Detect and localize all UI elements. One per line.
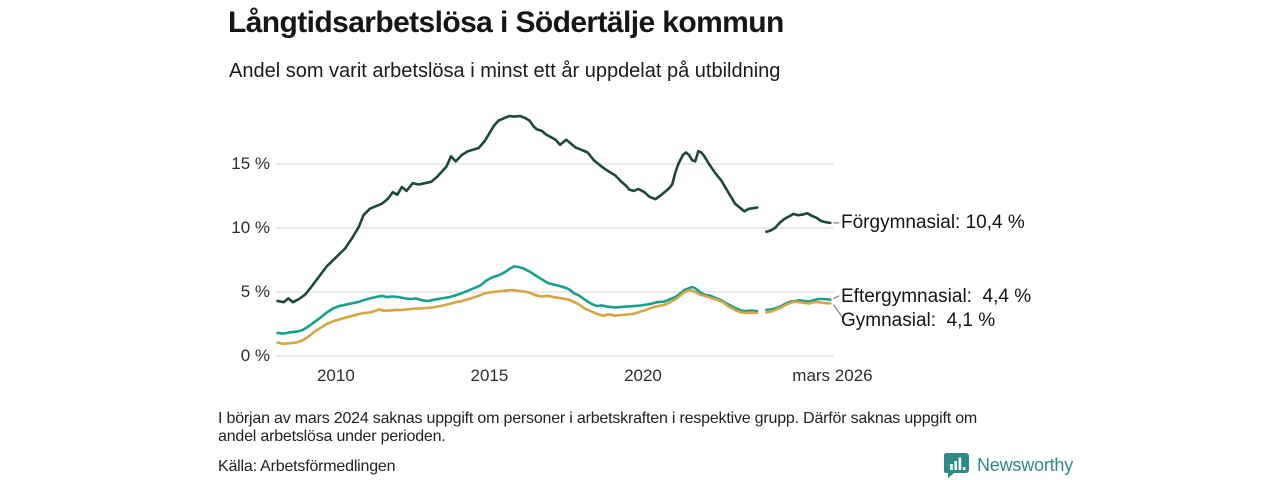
series-line-eftergymnasial-seg1 bbox=[276, 265, 759, 335]
page-subtitle: Andel som varit arbetslösa i minst ett å… bbox=[229, 60, 781, 82]
x-axis-tick-2015: 2015 bbox=[470, 366, 509, 385]
source-credit: Källa: Arbetsförmedlingen bbox=[218, 458, 396, 475]
page-title: Långtidsarbetslösa i Södertälje kommun bbox=[228, 6, 784, 39]
y-axis-tick-10: 10 % bbox=[231, 218, 270, 237]
newsworthy-bar-chart-icon bbox=[944, 453, 969, 478]
series-label-eftergymnasial: Eftergymnasial: 4,4 % bbox=[841, 285, 1032, 307]
series-line-forgymnasial-seg1 bbox=[276, 114, 759, 304]
y-axis-tick-5: 5 % bbox=[240, 282, 270, 301]
series-label-forgymnasial: Förgymnasial: 10,4 % bbox=[841, 211, 1025, 233]
series-line-eftergymnasial-seg2 bbox=[765, 297, 832, 312]
leader-line-eftergymnasial bbox=[833, 295, 840, 300]
series-line-gymnasial-seg1 bbox=[276, 288, 759, 346]
series-line-forgymnasial-seg2 bbox=[765, 212, 832, 234]
series-line-gymnasial-seg2 bbox=[765, 300, 832, 314]
footnote-line-1: I början av mars 2024 saknas uppgift om … bbox=[218, 410, 978, 427]
x-axis-tick-mars-2026: mars 2026 bbox=[792, 366, 873, 385]
y-axis-tick-0: 0 % bbox=[240, 346, 270, 365]
newsworthy-logo[interactable]: Newsworthy bbox=[944, 452, 1073, 478]
newsworthy-wordmark: Newsworthy bbox=[977, 454, 1074, 475]
x-axis-tick-2020: 2020 bbox=[624, 366, 662, 385]
footnote-line-2: andel arbetslösa under perioden. bbox=[218, 427, 446, 445]
x-axis-tick-2010: 2010 bbox=[316, 366, 355, 385]
footnote: I början av mars 2024 saknas uppgift om … bbox=[218, 410, 977, 445]
series-label-gymnasial: Gymnasial: 4,1 % bbox=[841, 309, 996, 331]
y-axis-tick-15: 15 % bbox=[231, 154, 270, 173]
